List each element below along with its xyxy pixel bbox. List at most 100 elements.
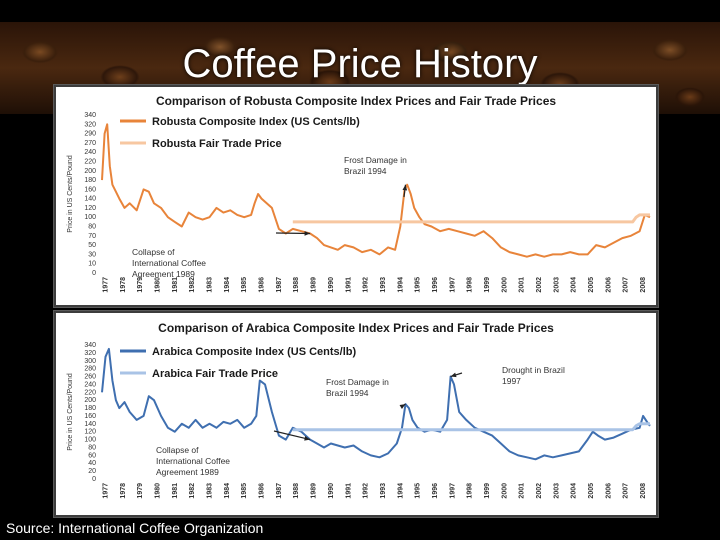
y-tick-label: 220 — [84, 158, 96, 165]
y-tick-label: 50 — [88, 242, 96, 249]
x-tick-label: 1995 — [415, 277, 422, 293]
x-tick-label: 1982 — [189, 483, 196, 499]
series-line-robusta-fair-trade-price — [292, 213, 650, 224]
y-tick-label: 140 — [84, 196, 96, 203]
annotation-text-line: Agreement 1989 — [132, 269, 195, 279]
x-tick-label: 2008 — [640, 277, 647, 293]
x-tick-label: 1997 — [449, 483, 456, 499]
series-line-arabica-composite-index-us-cents-lb — [101, 347, 651, 461]
y-tick-label: 320 — [84, 121, 96, 128]
y-tick-label: 340 — [84, 112, 96, 119]
x-tick-label: 1981 — [172, 483, 179, 499]
x-tick-label: 1981 — [172, 277, 179, 293]
y-tick-label: 70 — [88, 233, 96, 240]
x-tick-label: 1996 — [432, 277, 439, 293]
x-tick-label: 1983 — [207, 277, 214, 293]
x-tick-label: 1986 — [259, 483, 266, 499]
y-tick-label: 160 — [84, 186, 96, 193]
x-tick-label: 1998 — [467, 483, 474, 499]
annotation-text-line: 1997 — [502, 376, 521, 386]
x-tick-label: 1980 — [154, 277, 161, 293]
y-tick-label: 100 — [84, 214, 96, 221]
annotation-text-line: Frost Damage in — [344, 155, 407, 165]
y-tick-label: 290 — [84, 131, 96, 138]
y-tick-label: 200 — [84, 397, 96, 404]
y-tick-label: 280 — [84, 366, 96, 373]
y-tick-label: 240 — [84, 149, 96, 156]
legend-label-arabica-composite-index-us-cents-lb: Arabica Composite Index (US Cents/lb) — [152, 346, 356, 358]
x-tick-label: 1991 — [345, 277, 352, 293]
x-tick-label: 1989 — [311, 483, 318, 499]
legend-label-arabica-fair-trade-price: Arabica Fair Trade Price — [152, 368, 278, 380]
source-note: Source: International Coffee Organizatio… — [6, 520, 264, 536]
chart-background — [56, 313, 656, 515]
y-tick-label: 160 — [84, 413, 96, 420]
y-tick-label: 40 — [88, 460, 96, 467]
x-tick-label: 2008 — [640, 483, 647, 499]
x-tick-label: 1992 — [363, 277, 370, 293]
chart-title: Comparison of Robusta Composite Index Pr… — [156, 94, 556, 108]
robusta-chart-panel: Comparison of Robusta Composite Index Pr… — [53, 84, 659, 308]
x-tick-label: 1977 — [102, 483, 109, 499]
annotation-arrow-line — [273, 430, 311, 441]
x-tick-label: 1980 — [154, 483, 161, 499]
annotation-text-line: Brazil 1994 — [344, 166, 387, 176]
y-tick-label: 80 — [88, 444, 96, 451]
x-tick-label: 2005 — [588, 277, 595, 293]
annotation-text-line: Drought in Brazil — [502, 365, 565, 375]
x-tick-label: 1979 — [137, 483, 144, 499]
annotation-arrow-head — [304, 436, 311, 441]
x-tick-label: 2001 — [519, 277, 526, 293]
y-tick-label: 0 — [92, 270, 96, 277]
x-tick-label: 2000 — [501, 483, 508, 499]
x-tick-label: 1992 — [363, 483, 370, 499]
x-tick-label: 1995 — [415, 483, 422, 499]
x-tick-label: 1990 — [328, 483, 335, 499]
y-tick-label: 0 — [92, 476, 96, 483]
x-tick-label: 1983 — [207, 483, 214, 499]
annotation-text-line: International Coffee — [156, 456, 230, 466]
x-tick-label: 2007 — [623, 277, 630, 293]
y-tick-label: 260 — [84, 374, 96, 381]
y-tick-label: 340 — [84, 342, 96, 349]
arabica-chart: Comparison of Arabica Composite Index Pr… — [56, 313, 656, 515]
x-tick-label: 2000 — [501, 277, 508, 293]
x-tick-label: 1997 — [449, 277, 456, 293]
x-tick-label: 1988 — [293, 277, 300, 293]
x-tick-label: 2003 — [553, 483, 560, 499]
x-tick-label: 1993 — [380, 277, 387, 293]
x-tick-label: 1979 — [137, 277, 144, 293]
x-tick-label: 1982 — [189, 277, 196, 293]
annotation-text-line: International Coffee — [132, 258, 206, 268]
x-tick-label: 1986 — [259, 277, 266, 293]
x-tick-label: 1989 — [311, 277, 318, 293]
series-line-arabica-fair-trade-price — [292, 422, 650, 432]
y-tick-label: 10 — [88, 261, 96, 268]
x-tick-label: 2007 — [623, 483, 630, 499]
y-tick-label: 140 — [84, 421, 96, 428]
x-tick-label: 1984 — [224, 483, 231, 499]
y-axis-label: Price in US Cents/Pound — [67, 155, 74, 233]
y-tick-label: 300 — [84, 358, 96, 365]
y-tick-label: 120 — [84, 429, 96, 436]
y-tick-label: 270 — [84, 140, 96, 147]
x-tick-label: 1999 — [484, 277, 491, 293]
annotation-arrow-head — [304, 231, 311, 236]
x-tick-label: 1998 — [467, 277, 474, 293]
series-line-robusta-composite-index-us-cents-lb — [101, 123, 651, 258]
y-tick-label: 180 — [84, 177, 96, 184]
x-tick-label: 2004 — [571, 277, 578, 293]
y-tick-label: 120 — [84, 205, 96, 212]
x-tick-label: 2003 — [553, 277, 560, 293]
x-tick-label: 2006 — [605, 483, 612, 499]
x-tick-label: 1993 — [380, 483, 387, 499]
legend-label-robusta-composite-index-us-cents-lb: Robusta Composite Index (US Cents/lb) — [152, 116, 360, 128]
y-axis-label: Price in US Cents/Pound — [67, 373, 74, 451]
x-tick-label: 2005 — [588, 483, 595, 499]
y-tick-label: 30 — [88, 251, 96, 258]
